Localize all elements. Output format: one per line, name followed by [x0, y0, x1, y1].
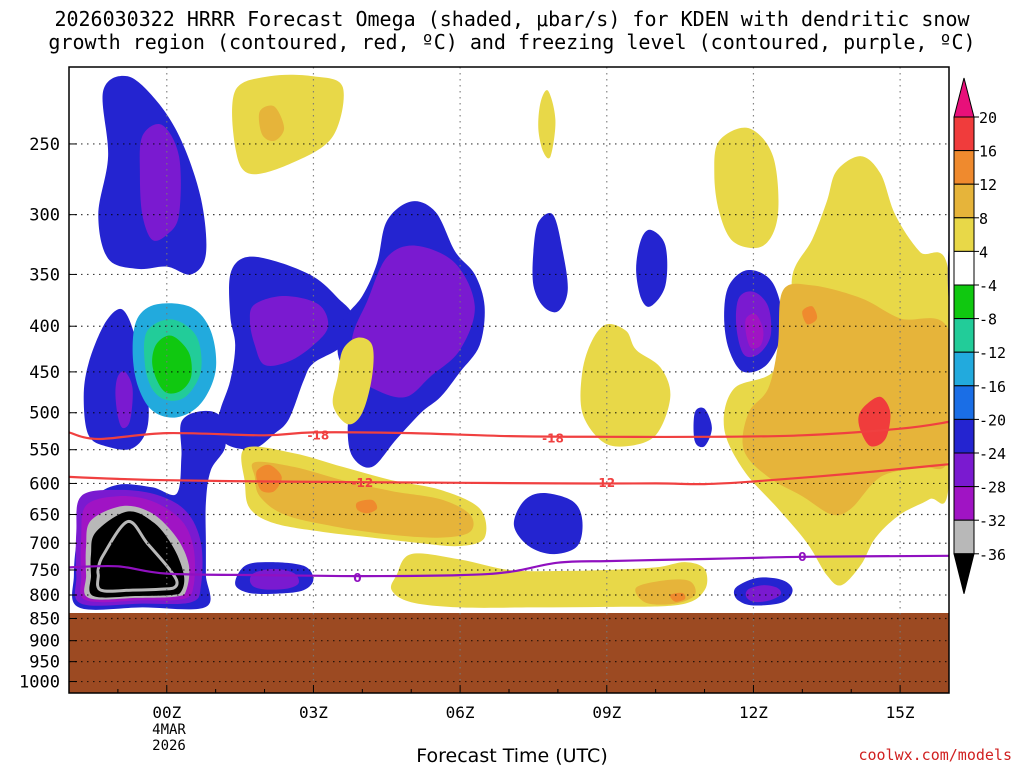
y-tick-label: 750 — [29, 561, 60, 581]
colorbar-segment — [953, 183, 975, 219]
dendritic-contour — [69, 420, 949, 441]
colorbar-label: -24 — [979, 445, 1006, 463]
omega-region — [745, 585, 782, 603]
omega-core-rim — [96, 520, 179, 593]
y-tick-label: 700 — [29, 534, 60, 554]
y-tick-label: 250 — [29, 135, 60, 155]
omega-region — [83, 308, 149, 450]
x-tick-label: 00Z — [152, 703, 181, 722]
x-tick-label: 12Z — [739, 703, 768, 722]
omega-region — [350, 245, 475, 398]
contour-label: -18 — [307, 429, 329, 443]
x-tick-label: 06Z — [446, 703, 475, 722]
x-tick-label: 09Z — [592, 703, 621, 722]
omega-region — [355, 499, 378, 514]
y-tick-label: 900 — [29, 632, 60, 652]
omega-region — [513, 493, 583, 555]
colorbar-label: -32 — [979, 512, 1006, 530]
colorbar-label: 20 — [979, 109, 997, 127]
omega-region — [390, 553, 708, 608]
colorbar-segment — [953, 486, 975, 521]
x-axis: 00Z 03Z 06Z 09Z 12Z 15Z — [68, 685, 950, 722]
colorbar-label: 12 — [979, 176, 997, 194]
source-credit: coolwx.com/models — [858, 746, 1012, 764]
ground-fill — [69, 613, 949, 693]
omega-region — [258, 105, 285, 142]
contour-label: -12 — [351, 476, 373, 490]
x-date-month: 4MAR — [152, 722, 186, 738]
y-tick-label: 1000 — [19, 673, 60, 693]
y-tick-label: 550 — [29, 441, 60, 461]
omega-region — [742, 283, 949, 516]
contour-label: 0 — [798, 550, 806, 564]
y-tick-label: 600 — [29, 474, 60, 494]
colorbar-segment — [953, 452, 975, 488]
contour-label: 12 — [598, 476, 615, 490]
colorbar-segment — [953, 418, 975, 454]
omega-region — [232, 74, 344, 175]
y-tick-label: 300 — [29, 206, 60, 226]
colorbar-segment — [953, 217, 975, 252]
colorbar-label: -28 — [979, 479, 1006, 497]
colorbar-bottom-arrow — [953, 553, 975, 594]
grid-lines — [69, 67, 949, 693]
y-tick-label: 800 — [29, 586, 60, 606]
colorbar-label: -36 — [979, 546, 1006, 564]
chart-title-line-2: growth region (contoured, red, ºC) and f… — [48, 30, 976, 54]
colorbar-top-arrow — [953, 77, 975, 118]
omega-region — [636, 229, 668, 307]
omega-region — [538, 90, 556, 159]
y-axis: 2503003504004505005506006507007508008509… — [19, 135, 77, 693]
omega-region — [714, 127, 779, 249]
omega-region — [858, 396, 891, 447]
colorbar-segment — [953, 250, 975, 286]
colorbar-segment — [953, 116, 975, 152]
ground-terrain — [69, 613, 949, 693]
omega-region — [256, 464, 282, 493]
colorbar-label: -16 — [979, 378, 1006, 396]
freezing-level-contour — [69, 554, 949, 578]
dendritic-contour — [69, 463, 949, 486]
x-tick-label: 15Z — [886, 703, 915, 722]
y-tick-label: 950 — [29, 653, 60, 673]
omega-region — [332, 337, 374, 425]
omega-region — [139, 123, 181, 241]
chart-title-line-1: 2026030322 HRRR Forecast Omega (shaded, … — [54, 7, 970, 31]
omega-region — [745, 313, 764, 349]
x-date-year: 2026 — [152, 738, 186, 754]
y-tick-label: 850 — [29, 610, 60, 630]
omega-region — [152, 335, 192, 394]
y-tick-label: 450 — [29, 363, 60, 383]
colorbar-label: 4 — [979, 243, 988, 261]
contour-lines: -18 -18 -12 12 0 0 — [69, 420, 949, 585]
colorbar-label: -8 — [979, 311, 997, 329]
y-tick-label: 400 — [29, 317, 60, 337]
colorbar-label: -4 — [979, 277, 997, 295]
y-tick-label: 350 — [29, 265, 60, 285]
colorbar-segment — [953, 318, 975, 353]
colorbar: 20 16 12 8 4 -4 -8 -12 -16 -20 -24 -28 -32 -36 — [953, 77, 1006, 594]
colorbar-label: -20 — [979, 411, 1006, 429]
colorbar-segment — [953, 385, 975, 420]
colorbar-label: -12 — [979, 344, 1006, 362]
x-tick-label: 03Z — [299, 703, 328, 722]
colorbar-label: 16 — [979, 143, 997, 161]
y-tick-label: 500 — [29, 404, 60, 424]
x-axis-title: Forecast Time (UTC) — [416, 745, 608, 767]
omega-region — [115, 371, 133, 429]
contour-label: 0 — [353, 571, 361, 585]
omega-region — [249, 296, 329, 366]
colorbar-segment — [953, 284, 975, 320]
y-tick-label: 650 — [29, 505, 60, 525]
omega-region — [802, 306, 818, 325]
omega-region — [580, 323, 671, 447]
colorbar-segment — [953, 351, 975, 387]
colorbar-segment — [953, 519, 975, 555]
omega-region — [532, 212, 568, 313]
colorbar-label: 8 — [979, 210, 988, 228]
colorbar-segment — [953, 150, 975, 185]
contour-label: -18 — [542, 432, 564, 446]
